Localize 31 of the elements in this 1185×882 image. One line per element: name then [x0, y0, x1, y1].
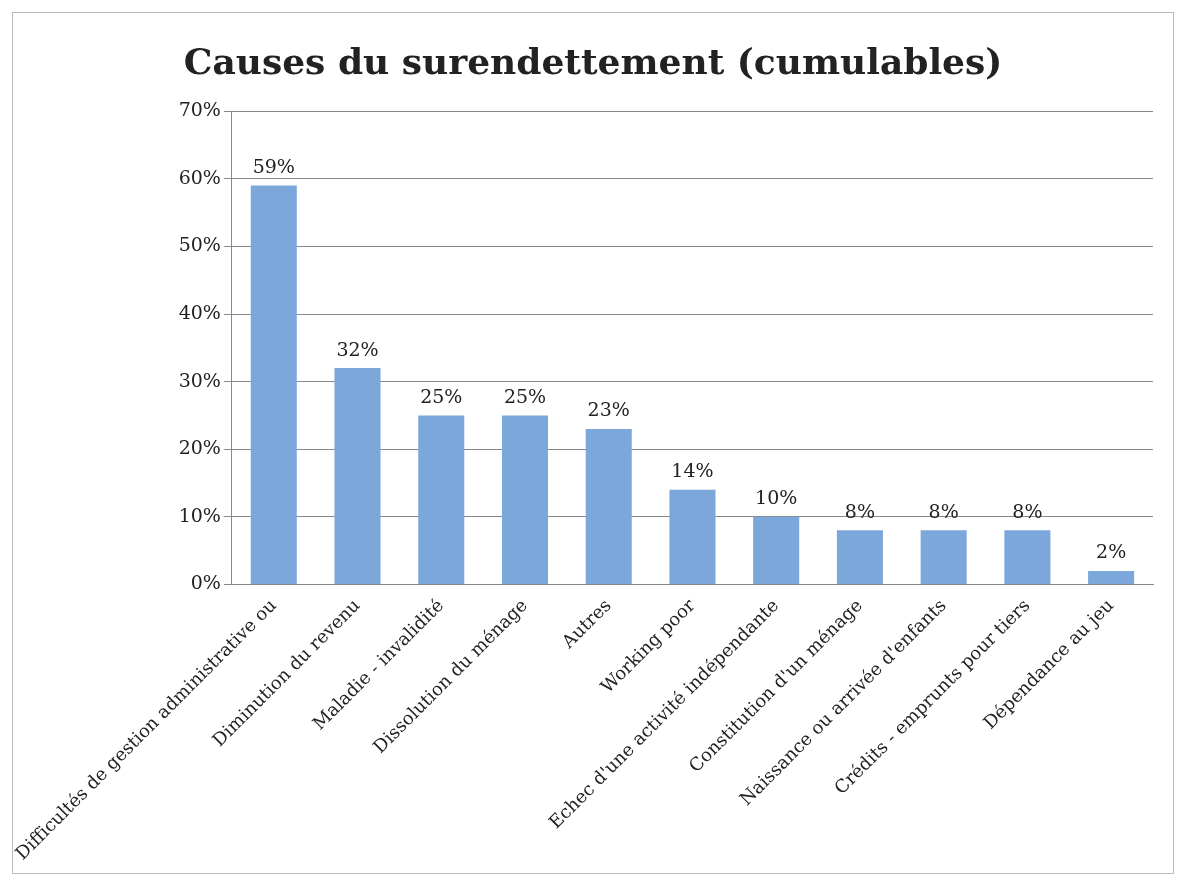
data-label: 25%	[503, 384, 547, 407]
bar	[1004, 530, 1051, 584]
y-tick-label: 50%	[178, 233, 221, 256]
data-label: 2%	[1096, 540, 1127, 563]
data-label: 8%	[844, 499, 876, 522]
data-label: 23%	[587, 398, 630, 421]
bar	[334, 368, 381, 584]
data-label: 25%	[420, 384, 463, 407]
bar	[501, 415, 549, 584]
y-tick-label: 60%	[178, 165, 221, 188]
bar	[1088, 570, 1135, 584]
data-label: 32%	[336, 337, 379, 360]
bar	[753, 516, 800, 584]
bar	[585, 428, 632, 584]
y-tick-label: 30%	[178, 368, 221, 391]
data-label: 59%	[252, 155, 295, 177]
data-label: 8%	[1012, 499, 1043, 522]
bar	[250, 185, 297, 584]
bar	[920, 530, 967, 584]
chart-title: Causes du surendettement (cumulables)	[183, 39, 1003, 82]
y-tick-label: 40%	[178, 300, 221, 323]
y-tick-label: 10%	[178, 503, 221, 526]
bar	[418, 415, 465, 584]
y-tick-label: 70%	[178, 98, 221, 121]
y-tick-label: 20%	[178, 436, 221, 459]
data-label: 10%	[755, 486, 798, 509]
data-label: 14%	[671, 459, 714, 482]
y-tick-label: 0%	[190, 571, 221, 594]
data-label: 8%	[928, 499, 959, 522]
bar	[836, 530, 883, 584]
bar	[669, 489, 716, 584]
